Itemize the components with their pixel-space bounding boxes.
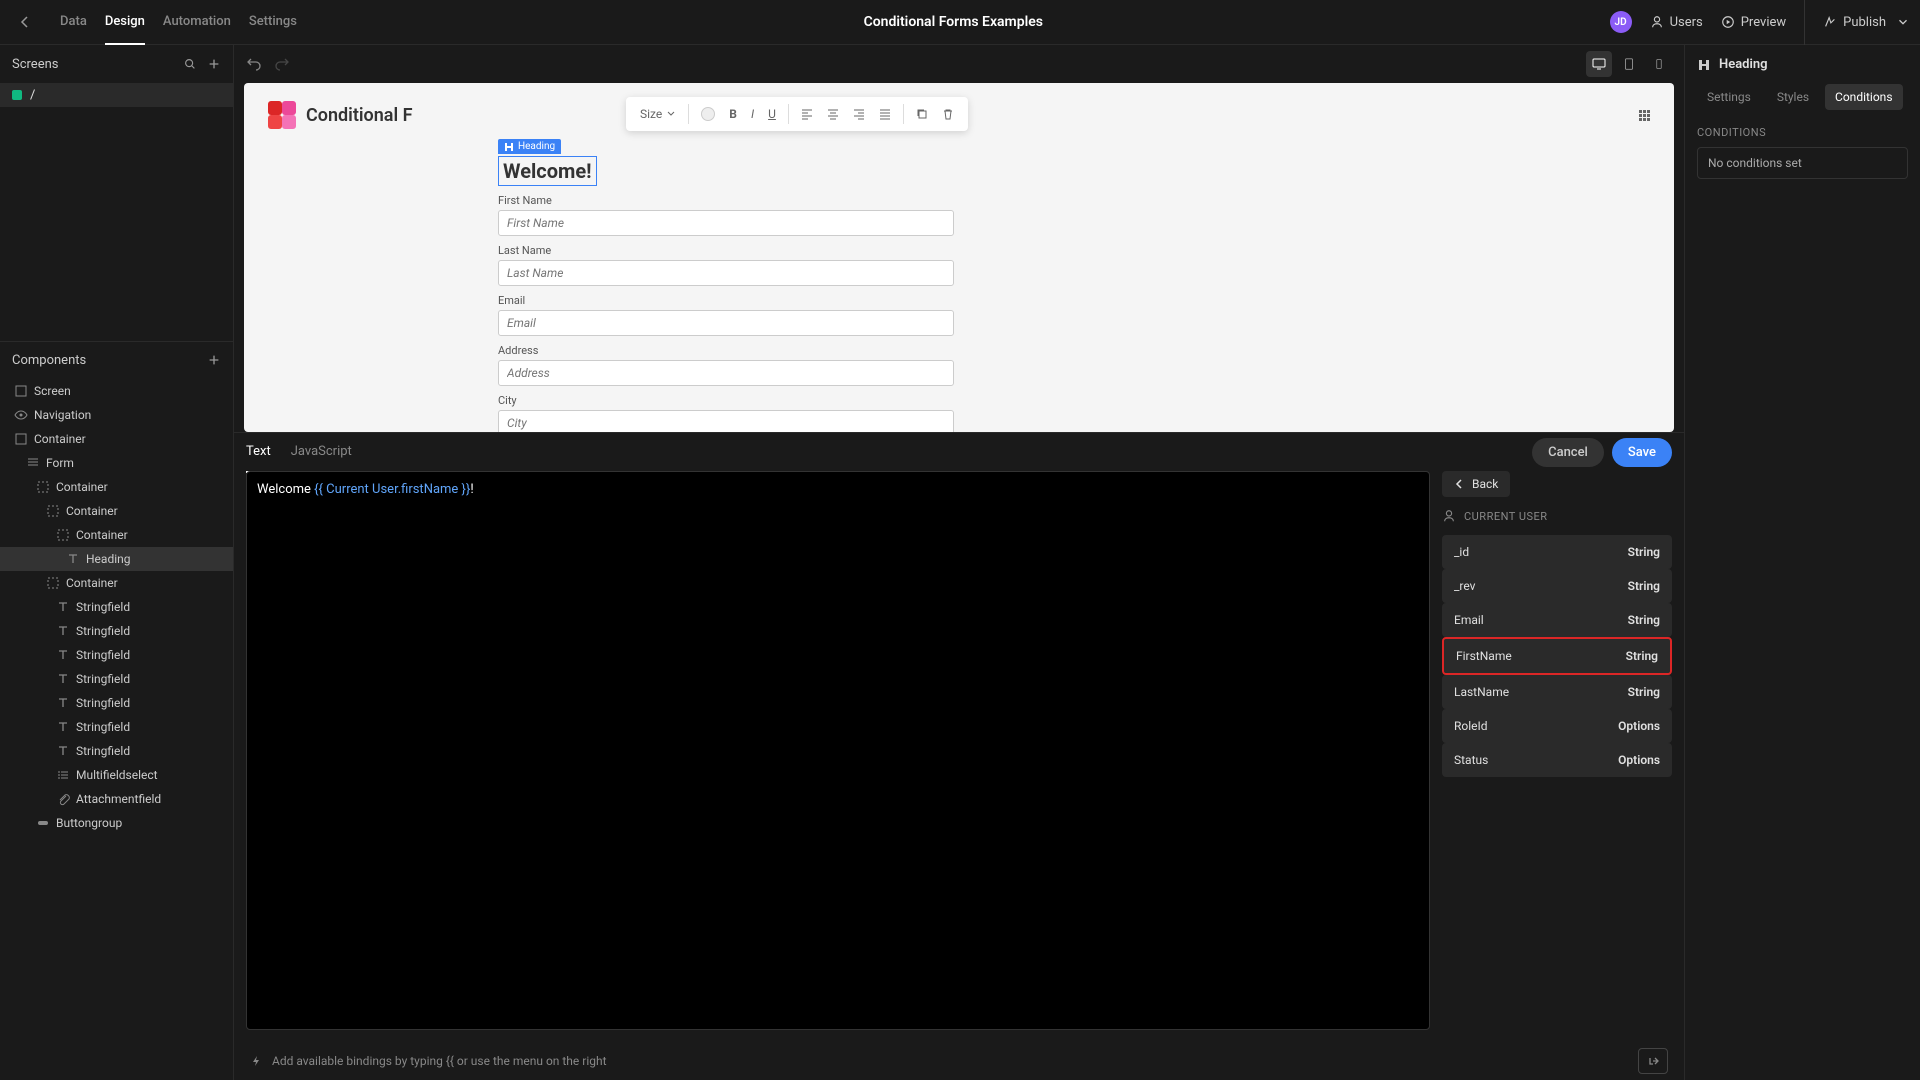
align-left-icon[interactable] bbox=[795, 104, 819, 124]
heading-text: Welcome! bbox=[498, 156, 597, 186]
undo-icon[interactable] bbox=[246, 56, 262, 72]
preview-button[interactable]: Preview bbox=[1721, 15, 1786, 30]
tree-node-container[interactable]: Container bbox=[0, 499, 233, 523]
form-field-email: Email bbox=[498, 294, 954, 336]
bindings-hint: Add available bindings by typing {{ or u… bbox=[272, 1054, 607, 1068]
design-canvas[interactable]: Conditional F Size B I U bbox=[244, 83, 1674, 432]
apps-grid-icon[interactable] bbox=[1639, 110, 1650, 121]
tree-node-container[interactable]: Container bbox=[0, 475, 233, 499]
screen-item[interactable]: / bbox=[0, 83, 233, 107]
align-right-icon[interactable] bbox=[847, 104, 871, 124]
back-arrow[interactable] bbox=[10, 7, 40, 37]
binding-_id[interactable]: _idString bbox=[1442, 535, 1672, 569]
editor-tab-text[interactable]: Text bbox=[246, 432, 271, 473]
tree-node-buttongroup[interactable]: Buttongroup bbox=[0, 811, 233, 835]
user-avatar[interactable]: JD bbox=[1610, 11, 1632, 33]
tree-node-stringfield[interactable]: Stringfield bbox=[0, 715, 233, 739]
export-icon[interactable] bbox=[1638, 1048, 1668, 1074]
no-conditions-box[interactable]: No conditions set bbox=[1697, 147, 1908, 179]
tree-node-container[interactable]: Container bbox=[0, 427, 233, 451]
cancel-button[interactable]: Cancel bbox=[1532, 438, 1604, 467]
tree-node-navigation[interactable]: Navigation bbox=[0, 403, 233, 427]
top-tab-data[interactable]: Data bbox=[60, 0, 87, 45]
binding-code-editor[interactable]: Welcome {{ Current User.firstName }}! bbox=[246, 471, 1430, 1030]
screens-label: Screens bbox=[12, 57, 58, 72]
tree-node-attachmentfield[interactable]: Attachmentfield bbox=[0, 787, 233, 811]
device-desktop-icon[interactable] bbox=[1586, 51, 1612, 77]
form-field-city: City bbox=[498, 394, 954, 433]
underline-icon[interactable]: U bbox=[762, 103, 782, 125]
search-icon[interactable] bbox=[183, 57, 197, 71]
form-field-first-name: First Name bbox=[498, 194, 954, 236]
selected-heading-element[interactable]: Heading Welcome! bbox=[498, 139, 597, 186]
top-tab-automation[interactable]: Automation bbox=[163, 0, 231, 45]
binding-roleid[interactable]: RoleIdOptions bbox=[1442, 709, 1672, 743]
tree-node-container[interactable]: Container bbox=[0, 523, 233, 547]
binding-lastname[interactable]: LastNameString bbox=[1442, 675, 1672, 709]
form-field-address: Address bbox=[498, 344, 954, 386]
color-picker[interactable] bbox=[695, 103, 721, 125]
users-button[interactable]: Users bbox=[1650, 15, 1703, 30]
binding-firstname[interactable]: FirstNameString bbox=[1442, 637, 1672, 675]
binding-email[interactable]: EmailString bbox=[1442, 603, 1672, 637]
device-tablet-icon[interactable] bbox=[1616, 51, 1642, 77]
size-dropdown[interactable]: Size bbox=[634, 103, 682, 125]
device-mobile-icon[interactable] bbox=[1646, 51, 1672, 77]
app-logo bbox=[268, 101, 296, 129]
editor-tab-javascript[interactable]: JavaScript bbox=[291, 432, 352, 473]
tree-node-container[interactable]: Container bbox=[0, 571, 233, 595]
add-screen-icon[interactable] bbox=[207, 57, 221, 71]
bindings-back-button[interactable]: Back bbox=[1442, 471, 1510, 497]
rp-tab-conditions[interactable]: Conditions bbox=[1825, 84, 1902, 110]
canvas-app-title: Conditional F bbox=[306, 105, 413, 126]
tree-node-multifieldselect[interactable]: Multifieldselect bbox=[0, 763, 233, 787]
tree-node-stringfield[interactable]: Stringfield bbox=[0, 619, 233, 643]
tree-node-heading[interactable]: Heading bbox=[0, 547, 233, 571]
text-format-toolbar: Size B I U bbox=[626, 97, 968, 131]
save-button[interactable]: Save bbox=[1612, 438, 1672, 467]
align-justify-icon[interactable] bbox=[873, 104, 897, 124]
binding-_rev[interactable]: _revString bbox=[1442, 569, 1672, 603]
binding-status[interactable]: StatusOptions bbox=[1442, 743, 1672, 777]
publish-button[interactable]: Publish bbox=[1804, 0, 1910, 45]
screen-status-dot bbox=[12, 90, 22, 100]
italic-icon[interactable]: I bbox=[745, 103, 760, 125]
conditions-section-label: CONDITIONS bbox=[1697, 126, 1908, 139]
top-tab-design[interactable]: Design bbox=[105, 0, 145, 45]
align-center-icon[interactable] bbox=[821, 104, 845, 124]
component-tree: ScreenNavigationContainerFormContainerCo… bbox=[0, 379, 233, 1080]
delete-icon[interactable] bbox=[936, 104, 960, 124]
tree-node-screen[interactable]: Screen bbox=[0, 379, 233, 403]
tree-node-stringfield[interactable]: Stringfield bbox=[0, 739, 233, 763]
tree-node-form[interactable]: Form bbox=[0, 451, 233, 475]
form-field-last-name: Last Name bbox=[498, 244, 954, 286]
app-title: Conditional Forms Examples bbox=[297, 14, 1610, 30]
add-component-icon[interactable] bbox=[207, 353, 221, 367]
top-tabs: Data Design Automation Settings bbox=[60, 0, 297, 45]
current-user-section: CURRENT USER bbox=[1442, 505, 1672, 527]
lightning-icon bbox=[250, 1055, 262, 1067]
rp-tab-settings[interactable]: Settings bbox=[1697, 84, 1761, 110]
top-tab-settings[interactable]: Settings bbox=[249, 0, 297, 45]
tree-node-stringfield[interactable]: Stringfield bbox=[0, 667, 233, 691]
tree-node-stringfield[interactable]: Stringfield bbox=[0, 643, 233, 667]
rp-tab-styles[interactable]: Styles bbox=[1767, 84, 1819, 110]
bold-icon[interactable]: B bbox=[723, 103, 743, 125]
tree-node-stringfield[interactable]: Stringfield bbox=[0, 691, 233, 715]
tree-node-stringfield[interactable]: Stringfield bbox=[0, 595, 233, 619]
copy-icon[interactable] bbox=[910, 104, 934, 124]
redo-icon[interactable] bbox=[274, 56, 290, 72]
selected-component-header: Heading bbox=[1697, 57, 1908, 72]
components-label: Components bbox=[12, 353, 86, 368]
